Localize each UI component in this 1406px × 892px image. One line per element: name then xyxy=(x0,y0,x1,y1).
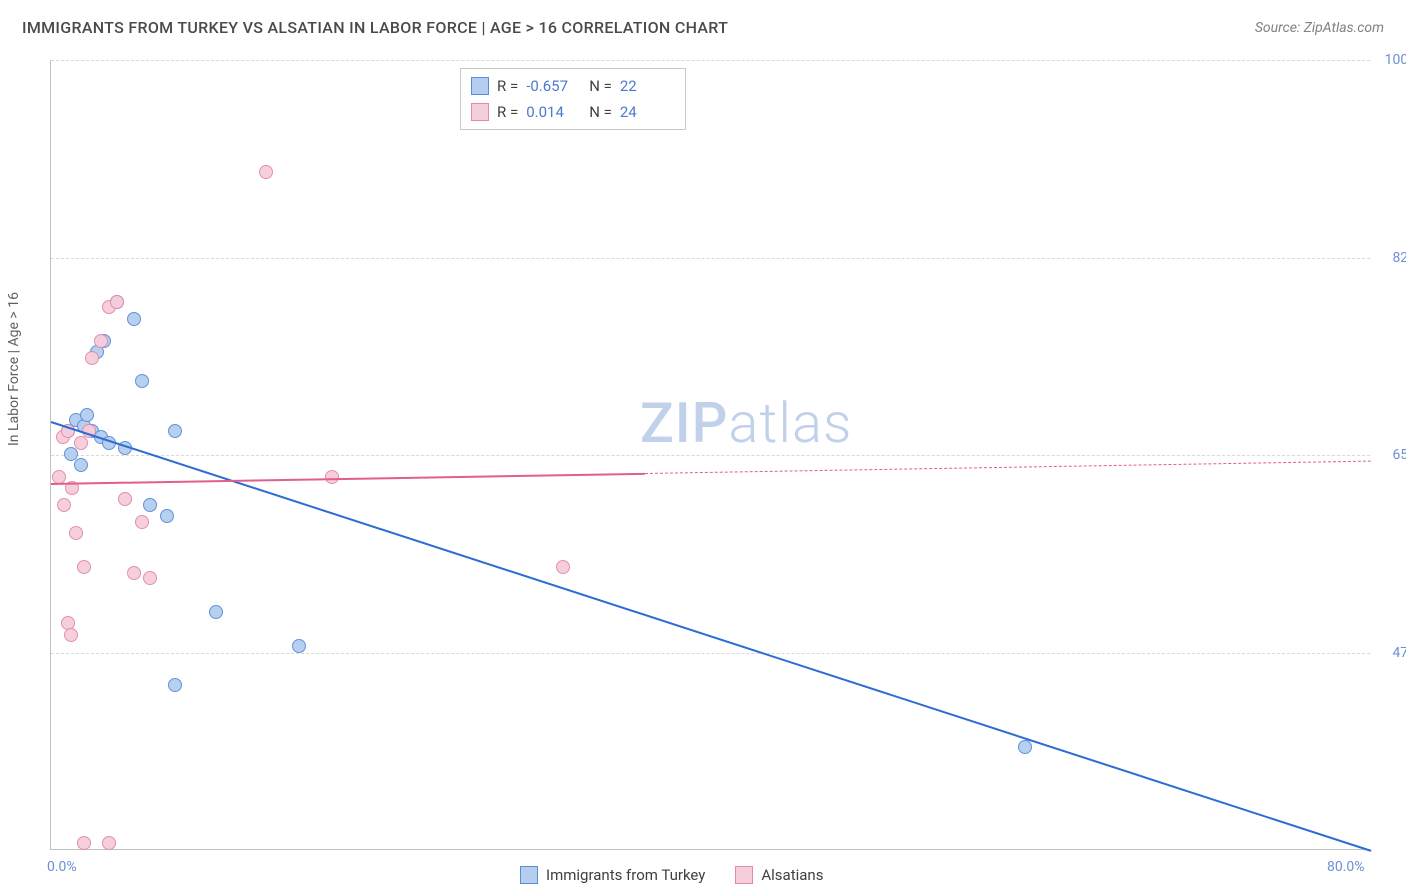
trend-line-extrapolated xyxy=(645,461,1371,474)
data-point xyxy=(556,560,570,574)
data-point xyxy=(57,498,71,512)
data-point xyxy=(127,566,141,580)
y-tick-label: 82.5% xyxy=(1392,250,1406,266)
r-value: -0.657 xyxy=(526,73,581,99)
data-point xyxy=(143,498,157,512)
data-point xyxy=(160,509,174,523)
trend-line xyxy=(51,421,1372,852)
data-point xyxy=(80,408,94,422)
data-point xyxy=(127,312,141,326)
gridline xyxy=(51,258,1370,259)
n-label: N = xyxy=(589,73,612,99)
n-value: 24 xyxy=(620,99,675,125)
legend-swatch xyxy=(735,866,753,884)
data-point xyxy=(135,515,149,529)
legend-correlation-row: R = 0.014 N = 24 xyxy=(471,99,675,125)
legend-series: Immigrants from Turkey Alsatians xyxy=(520,866,823,884)
data-point xyxy=(135,374,149,388)
data-point xyxy=(102,836,116,850)
data-point xyxy=(1018,740,1032,754)
data-point xyxy=(168,424,182,438)
y-axis-label: In Labor Force | Age > 16 xyxy=(6,292,22,446)
y-tick-label: 65.0% xyxy=(1392,447,1406,463)
legend-series-item: Alsatians xyxy=(735,866,823,884)
data-point xyxy=(209,605,223,619)
gridline xyxy=(51,653,1370,654)
chart-header: IMMIGRANTS FROM TURKEY VS ALSATIAN IN LA… xyxy=(22,18,1384,37)
legend-series-item: Immigrants from Turkey xyxy=(520,866,705,884)
gridline xyxy=(51,60,1370,61)
legend-swatch xyxy=(471,103,489,121)
legend-correlation-row: R = -0.657 N = 22 xyxy=(471,73,675,99)
n-value: 22 xyxy=(620,73,675,99)
source-label: Source: ZipAtlas.com xyxy=(1255,20,1384,36)
data-point xyxy=(69,526,83,540)
data-point xyxy=(94,334,108,348)
data-point xyxy=(74,458,88,472)
data-point xyxy=(52,470,66,484)
data-point xyxy=(168,678,182,692)
data-point xyxy=(118,492,132,506)
data-point xyxy=(259,165,273,179)
legend-series-label: Immigrants from Turkey xyxy=(546,866,705,884)
y-tick-label: 47.5% xyxy=(1392,645,1406,661)
legend-swatch xyxy=(520,866,538,884)
data-point xyxy=(77,836,91,850)
chart-title: IMMIGRANTS FROM TURKEY VS ALSATIAN IN LA… xyxy=(22,18,728,37)
n-label: N = xyxy=(589,99,612,125)
data-point xyxy=(85,351,99,365)
data-point xyxy=(292,639,306,653)
r-value: 0.014 xyxy=(526,99,581,125)
y-tick-label: 100.0% xyxy=(1385,52,1406,68)
r-label: R = xyxy=(497,99,518,125)
data-point xyxy=(110,295,124,309)
plot-area: 47.5%65.0%82.5%100.0%0.0%80.0% xyxy=(50,60,1370,850)
data-point xyxy=(77,560,91,574)
trend-line xyxy=(51,473,645,485)
legend-series-label: Alsatians xyxy=(761,866,823,884)
x-tick-label: 0.0% xyxy=(47,859,77,875)
legend-correlation: R = -0.657 N = 22 R = 0.014 N = 24 xyxy=(460,68,686,130)
data-point xyxy=(325,470,339,484)
gridline xyxy=(51,455,1370,456)
data-point xyxy=(64,628,78,642)
r-label: R = xyxy=(497,73,518,99)
x-tick-label: 80.0% xyxy=(1327,859,1365,875)
legend-swatch xyxy=(471,77,489,95)
data-point xyxy=(143,571,157,585)
